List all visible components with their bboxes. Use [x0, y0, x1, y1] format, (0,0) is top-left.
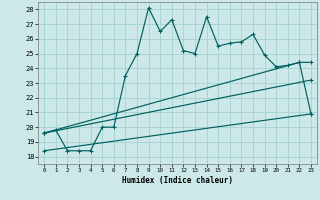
- X-axis label: Humidex (Indice chaleur): Humidex (Indice chaleur): [122, 176, 233, 185]
